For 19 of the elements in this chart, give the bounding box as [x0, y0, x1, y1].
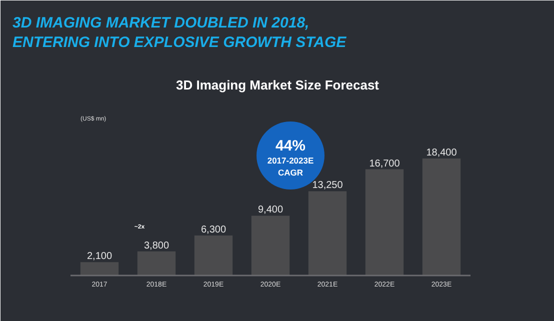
data-label: 18,400: [426, 148, 458, 158]
data-label: 2,100: [86, 251, 112, 262]
bar: [194, 235, 233, 276]
data-label: 16,700: [369, 158, 400, 170]
data-label: 3,800: [144, 240, 170, 252]
bar: [365, 169, 404, 276]
text: 44%: [275, 138, 306, 154]
data-label: 6,300: [200, 224, 226, 236]
bar: [80, 262, 119, 276]
annotation: CAGR: [278, 168, 304, 178]
chart-subtitle: 3D Imaging Market Size Forecast: [176, 78, 380, 92]
bar: [308, 191, 347, 276]
bar: [251, 216, 290, 276]
chart-title: 3D IMAGING MARKET DOUBLED IN 2018, ENTERING INTO EXPLOSIVE GROWTH STAGE: [12, 14, 348, 52]
annotation: 2017-2023E: [267, 156, 314, 166]
bar: [422, 158, 461, 276]
bar: [137, 251, 176, 276]
data-label: 13,250: [312, 180, 344, 192]
data-label: 9,400: [258, 204, 284, 216]
